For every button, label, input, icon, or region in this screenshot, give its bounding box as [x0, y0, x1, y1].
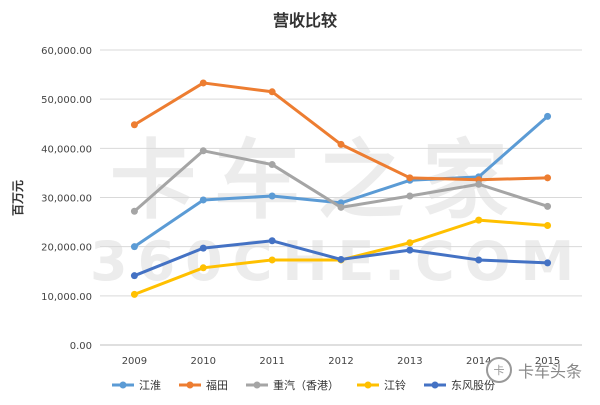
data-point — [268, 237, 276, 245]
data-point — [268, 88, 276, 96]
y-axis-label: 百万元 — [11, 180, 25, 216]
y-tick-label: 40,000.00 — [41, 144, 92, 155]
legend-item: 东风股份 — [424, 379, 495, 392]
data-point — [268, 161, 276, 169]
data-point — [130, 272, 138, 280]
y-tick-label: 50,000.00 — [41, 95, 92, 106]
data-point — [406, 246, 414, 254]
x-tick-labels: 2009 2010 2011 2012 2013 2014 2015 — [122, 356, 561, 367]
legend-item: 重汽（香港） — [246, 378, 339, 392]
data-point — [475, 256, 483, 264]
data-point — [130, 290, 138, 298]
y-tick-label: 20,000.00 — [41, 243, 92, 254]
legend-label: 江铃 — [384, 378, 406, 392]
data-point — [268, 192, 276, 200]
y-tick-label: 60,000.00 — [41, 46, 92, 57]
data-point — [337, 140, 345, 148]
y-tick-label: 10,000.00 — [41, 292, 92, 303]
x-tick-label: 2014 — [466, 356, 491, 367]
series-东风股份 — [130, 237, 552, 280]
data-point — [544, 112, 552, 120]
data-point — [475, 180, 483, 188]
series-line — [133, 81, 548, 182]
brand-badge: 卡 卡车头条 — [485, 357, 582, 383]
legend-label: 江淮 — [139, 379, 161, 392]
data-point — [544, 259, 552, 267]
y-tick-labels: 0.00 10,000.00 20,000.00 30,000.00 40,000.00… — [41, 46, 92, 352]
legend-item: 江淮 — [112, 379, 161, 392]
chart-title: 营收比较 — [273, 11, 337, 30]
data-point — [199, 79, 207, 87]
series-重汽（香港） — [130, 147, 552, 215]
legend-label: 福田 — [206, 378, 228, 392]
data-point — [475, 216, 483, 224]
data-point — [199, 147, 207, 155]
series-lines — [130, 79, 552, 298]
legend-item: 江铃 — [357, 378, 406, 392]
x-tick-label: 2011 — [259, 356, 284, 367]
legend-label: 东风股份 — [451, 379, 495, 392]
data-point — [199, 244, 207, 252]
x-tick-label: 2012 — [328, 356, 353, 367]
legend-marker — [253, 381, 261, 389]
series-江淮 — [130, 112, 552, 251]
legend-label: 重汽（香港） — [273, 378, 339, 392]
data-point — [130, 243, 138, 251]
data-point — [406, 192, 414, 200]
x-tick-label: 2009 — [122, 356, 147, 367]
brand-name: 卡车头条 — [517, 362, 582, 381]
data-point — [199, 196, 207, 204]
data-point — [268, 256, 276, 264]
data-point — [544, 222, 552, 230]
x-tick-label: 2010 — [191, 356, 216, 367]
x-tick-label: 2015 — [535, 356, 560, 367]
legend-marker — [186, 381, 194, 389]
legend-marker — [364, 381, 372, 389]
legend-item: 福田 — [179, 378, 228, 392]
y-tick-label: 30,000.00 — [41, 194, 92, 205]
data-point — [130, 121, 138, 129]
series-line — [133, 115, 549, 248]
data-point — [337, 255, 345, 263]
data-point — [544, 174, 552, 182]
data-point — [337, 203, 345, 211]
data-point — [406, 239, 414, 247]
brand-logo-icon: 卡 — [485, 357, 512, 383]
data-point — [130, 207, 138, 215]
data-point — [199, 264, 207, 272]
data-point — [544, 202, 552, 210]
grid-lines — [100, 49, 582, 346]
y-tick-label: 0.00 — [70, 341, 92, 352]
legend-marker — [119, 381, 127, 389]
x-tick-label: 2013 — [397, 356, 422, 367]
legend-marker — [431, 381, 439, 389]
data-point — [406, 174, 414, 182]
legend: 江淮 福田 重汽（香港） 江铃 东风股份 — [112, 378, 495, 392]
series-福田 — [130, 79, 552, 184]
